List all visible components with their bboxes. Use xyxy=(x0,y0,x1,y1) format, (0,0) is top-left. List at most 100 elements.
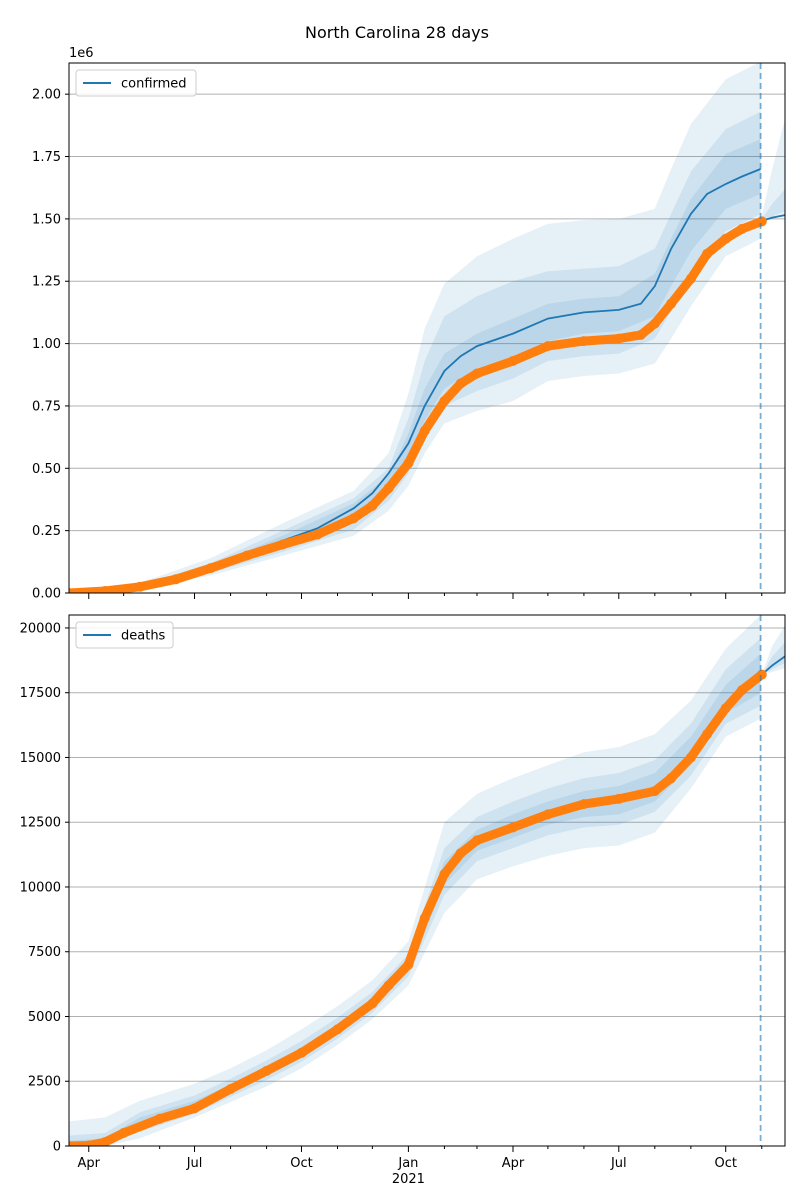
y-tick-label: 7500 xyxy=(28,945,61,960)
y-tick-label: 2500 xyxy=(28,1075,61,1090)
deaths-panel: 0 2500 5000 7500 10000 12500 15000 17500 20000 Ap… xyxy=(20,614,786,1187)
observed-point xyxy=(649,318,660,329)
y-tick-label: 1.75 xyxy=(32,150,61,165)
observed-point xyxy=(439,869,450,879)
axes-frame xyxy=(68,614,786,1147)
x-tick-label: Oct xyxy=(714,1156,736,1171)
observed-point xyxy=(403,458,414,469)
x-tick-label: Oct xyxy=(290,1156,312,1171)
y-tick-label: 1.50 xyxy=(32,212,61,227)
observed-point xyxy=(666,298,677,309)
observed-point xyxy=(613,793,624,804)
y-tick-label: 2.00 xyxy=(32,88,61,103)
y-tick-label: 15000 xyxy=(20,751,61,766)
x-tick-label: Apr xyxy=(502,1156,525,1171)
observed-point xyxy=(383,483,394,494)
observed-point xyxy=(100,586,110,593)
observed-point xyxy=(134,581,145,592)
axes-frame xyxy=(68,62,786,594)
observed-point xyxy=(241,550,252,561)
confirmed-panel: 0.00 0.25 0.50 0.75 1.00 1.25 1.50 1.75 2.00 1e6 c… xyxy=(32,46,786,602)
uncertainty-band xyxy=(69,63,761,593)
observed-point xyxy=(154,1113,165,1124)
observed-point xyxy=(118,1128,129,1138)
figure-title: North Carolina 28 days xyxy=(305,23,489,42)
x-tick-label: Jan xyxy=(397,1156,418,1171)
observed-point xyxy=(225,1084,236,1094)
uncertainty-band xyxy=(69,615,761,1146)
y-tick-label: 0.50 xyxy=(32,462,61,477)
legend-box xyxy=(75,621,174,649)
observed-point xyxy=(348,513,359,524)
uncertainty-band xyxy=(760,189,785,222)
observed-point xyxy=(205,563,216,574)
x-tick-label: Apr xyxy=(78,1156,101,1171)
observed-point xyxy=(332,1024,343,1035)
observed-point xyxy=(296,1047,307,1058)
observed-point xyxy=(756,669,767,680)
observed-point xyxy=(472,368,482,379)
plot-area xyxy=(69,615,785,1146)
observed-point xyxy=(578,799,589,810)
y-tick-label: 0 xyxy=(53,1140,61,1155)
observed-point xyxy=(69,588,74,593)
y-tick-label: 20000 xyxy=(20,621,61,636)
plot-area xyxy=(69,63,785,593)
y-tick-label: 17500 xyxy=(20,686,61,701)
uncertainty-band xyxy=(760,119,785,222)
observed-point xyxy=(439,396,450,406)
observed-point xyxy=(702,729,713,740)
observed-point xyxy=(756,216,767,227)
observed-point xyxy=(367,998,378,1009)
observed-point xyxy=(613,333,624,344)
observed-point xyxy=(419,425,430,436)
observed-point xyxy=(455,378,466,389)
observed-point xyxy=(702,248,713,259)
observed-point xyxy=(685,273,696,284)
observed-point xyxy=(100,1137,110,1146)
observed-point xyxy=(83,1140,94,1146)
uncertainty-band xyxy=(761,625,785,675)
observed-point xyxy=(720,233,731,244)
observed-point xyxy=(666,773,677,784)
x-tick-label: Jul xyxy=(610,1156,627,1171)
x-year-label: 2021 xyxy=(392,1172,425,1187)
observed-point xyxy=(455,848,466,859)
y-tick-label: 12500 xyxy=(20,816,61,831)
y-tick-label: 5000 xyxy=(28,1010,61,1025)
observed-series xyxy=(69,216,767,593)
legend-label: confirmed xyxy=(121,77,187,92)
observed-point xyxy=(367,500,378,511)
y-tick-label: 0.75 xyxy=(32,399,61,414)
y-tick-label: 0.25 xyxy=(32,524,61,539)
observed-point xyxy=(649,786,660,797)
observed-point xyxy=(312,529,323,540)
observed-point xyxy=(277,539,288,550)
observed-point xyxy=(737,685,747,696)
y-tick-label: 1.25 xyxy=(32,275,61,290)
observed-point xyxy=(403,959,414,970)
observed-point xyxy=(508,356,518,366)
observed-point xyxy=(685,752,696,763)
observed-point xyxy=(189,1103,200,1114)
uncertainty-band xyxy=(69,653,761,1146)
observed-point xyxy=(170,574,181,585)
y-tick-label: 1.00 xyxy=(32,337,61,352)
observed-series xyxy=(69,670,767,1146)
observed-point xyxy=(720,703,731,714)
observed-point xyxy=(737,223,747,234)
uncertainty-band xyxy=(761,642,785,675)
observed-point xyxy=(261,1065,272,1076)
x-tick-label: Jul xyxy=(186,1156,203,1171)
legend: confirmed xyxy=(75,69,197,97)
observed-point xyxy=(383,980,394,991)
observed-point xyxy=(635,329,646,340)
observed-point xyxy=(542,809,553,820)
legend-label: deaths xyxy=(121,629,166,644)
y-tick-label: 0.00 xyxy=(32,587,61,602)
legend-box xyxy=(75,69,197,97)
observed-point xyxy=(69,1141,74,1146)
uncertainty-band xyxy=(69,638,761,1146)
legend: deaths xyxy=(75,621,174,649)
